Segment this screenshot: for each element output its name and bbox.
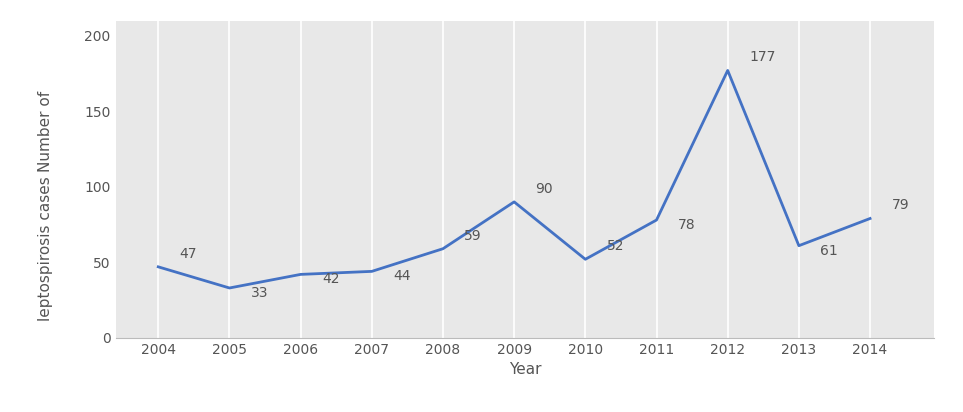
Text: 52: 52 [607,239,624,253]
Text: 44: 44 [393,269,410,283]
Text: leptospirosis cases: leptospirosis cases [39,177,54,321]
Text: 47: 47 [180,247,197,261]
Text: 59: 59 [464,229,482,243]
Text: 79: 79 [892,199,909,213]
Text: 78: 78 [678,218,695,232]
Text: 90: 90 [535,182,553,196]
Text: 33: 33 [250,286,269,300]
Text: Number of: Number of [39,91,54,172]
X-axis label: Year: Year [508,362,541,377]
Text: 42: 42 [322,272,340,286]
Text: 177: 177 [749,50,775,64]
Text: 61: 61 [820,244,838,258]
